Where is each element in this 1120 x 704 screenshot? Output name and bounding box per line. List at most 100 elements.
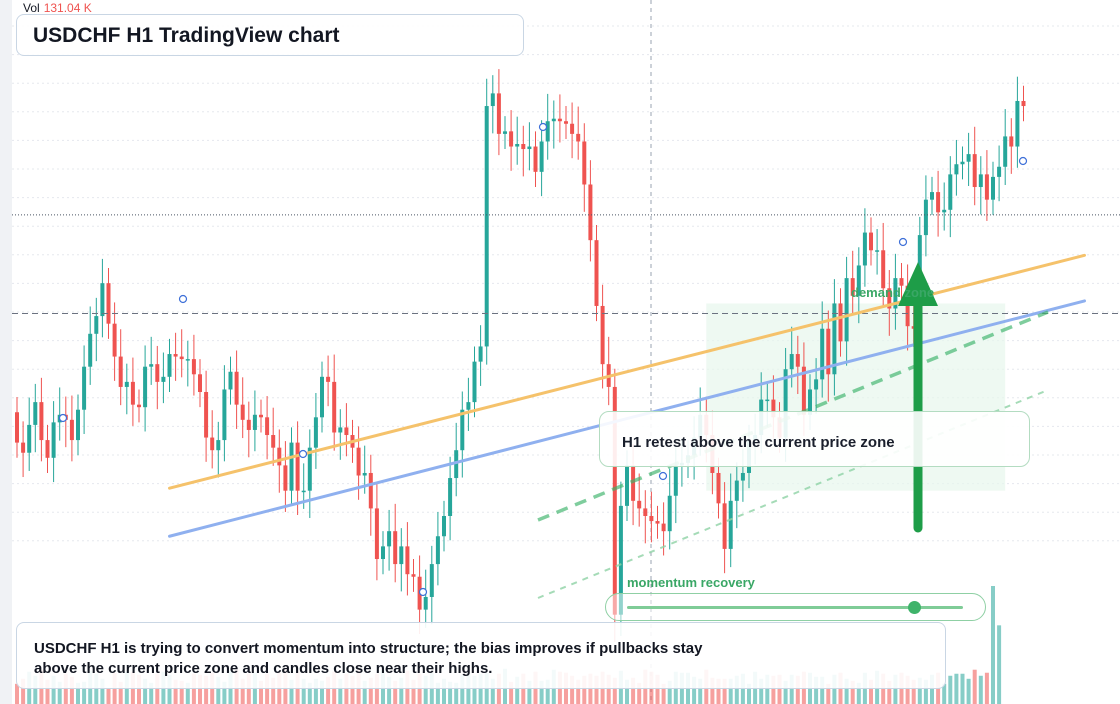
candle [594, 224, 599, 322]
candle [130, 357, 135, 426]
volume-bar [972, 669, 977, 704]
candle-body [387, 531, 392, 547]
candle-body [344, 427, 349, 436]
candle [484, 78, 489, 365]
candle-body [545, 121, 550, 142]
volume-bar [771, 675, 776, 704]
volume-bar [905, 675, 910, 704]
candle-body [899, 278, 904, 286]
marker-dot [538, 122, 548, 132]
volume-bar [313, 678, 318, 704]
candle [637, 473, 642, 527]
candle-body [826, 328, 831, 375]
volume-bar [795, 675, 800, 704]
candle-body [185, 359, 190, 361]
candle-body [637, 500, 642, 509]
volume-value: 131.04 K [43, 1, 92, 15]
up-arrow-icon [898, 262, 938, 306]
candle-body [966, 154, 971, 162]
volume-bar [350, 675, 355, 704]
volume-bar [118, 681, 123, 704]
candle [399, 528, 404, 592]
candle-body [399, 546, 404, 565]
candle [442, 500, 446, 552]
candle [191, 334, 196, 396]
volume-bar [923, 679, 928, 704]
candle-body [972, 154, 977, 188]
candle-body [338, 427, 343, 433]
candle-body [332, 381, 337, 433]
candle-body [76, 409, 80, 441]
volume-bar [844, 678, 849, 704]
momentum-slider-knob[interactable] [908, 601, 922, 614]
volume-bar [820, 676, 825, 704]
volume-bar [259, 680, 263, 704]
volume-bar [454, 682, 459, 704]
candle [76, 394, 80, 456]
candle-body [789, 354, 794, 370]
candle-body [167, 354, 172, 377]
candle [551, 100, 556, 149]
marker-dot [178, 294, 188, 304]
candle-body [210, 437, 215, 451]
candle [39, 377, 44, 462]
candle-body [112, 323, 117, 357]
volume-bar [100, 678, 105, 704]
candle-body [69, 419, 74, 441]
candle [899, 262, 904, 301]
volume-bar [942, 683, 947, 704]
candle-body [155, 364, 160, 382]
candle-body [356, 447, 361, 476]
volume-bar [173, 679, 178, 704]
candle-body [137, 404, 141, 408]
candle-body [515, 144, 520, 147]
volume-bar [143, 678, 148, 704]
candle-body [625, 465, 629, 506]
momentum-slider[interactable] [605, 593, 986, 621]
candle-body [997, 166, 1002, 177]
candle-body [289, 442, 294, 491]
candle [948, 156, 953, 238]
volume-bar [570, 675, 575, 704]
candle [503, 116, 507, 150]
candle-body [295, 442, 300, 491]
candle [155, 345, 160, 410]
candle [21, 421, 26, 478]
candle [411, 559, 416, 592]
candle-body [118, 356, 123, 387]
volume-bar [57, 681, 62, 704]
volume-bar [954, 673, 959, 704]
candle-body [728, 500, 733, 549]
volume-bar [759, 678, 764, 704]
volume-bar [930, 674, 934, 704]
candle-body [222, 389, 227, 441]
volume-bar [856, 682, 861, 704]
candle-body [313, 417, 318, 448]
candle [466, 377, 471, 431]
candle-body [954, 164, 959, 175]
volume-bar [612, 677, 617, 704]
volume-bar [984, 672, 989, 704]
candle-body [618, 505, 623, 615]
candle-body [783, 369, 788, 438]
candle-body [942, 209, 947, 213]
candle [564, 106, 568, 139]
candle [832, 279, 837, 396]
candle [557, 94, 562, 143]
marker-dot [298, 449, 308, 459]
candle-body [594, 240, 599, 306]
candle-body [838, 303, 843, 342]
volume-bar [307, 682, 312, 704]
candle-body [252, 414, 257, 430]
candle [814, 358, 819, 414]
volume-bar [966, 678, 971, 704]
volume-bar [777, 674, 782, 704]
candle-body [820, 328, 825, 380]
candle [862, 208, 867, 287]
candle [320, 361, 324, 433]
candle [478, 325, 483, 386]
candle-body [198, 374, 202, 392]
candle-body [265, 417, 270, 436]
volume-bar [289, 679, 294, 704]
